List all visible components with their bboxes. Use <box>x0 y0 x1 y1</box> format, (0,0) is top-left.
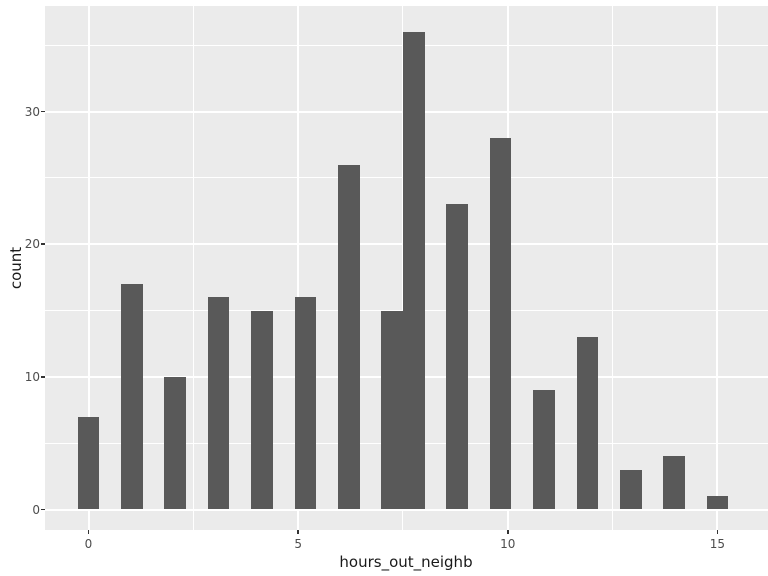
histogram-bar <box>294 297 317 510</box>
histogram-bar <box>489 138 512 510</box>
y-tick-label: 30 <box>24 104 40 119</box>
histogram-bar <box>207 297 230 510</box>
plot-panel <box>45 6 768 530</box>
y-axis-title: count <box>7 246 25 290</box>
histogram-bar <box>164 376 187 510</box>
histogram-bar <box>446 204 469 510</box>
x-tick-label: 0 <box>84 537 93 551</box>
histogram-bar <box>619 469 642 510</box>
histogram-bar <box>576 337 599 510</box>
histogram-bar <box>402 31 425 510</box>
histogram-bar <box>663 456 685 510</box>
histogram-bar <box>251 310 273 510</box>
x-minor-gridline <box>402 6 404 530</box>
x-tick-label: 15 <box>709 537 726 551</box>
histogram-bar <box>337 164 360 510</box>
x-minor-gridline <box>612 6 614 530</box>
x-tick-mark <box>297 530 299 534</box>
x-tick-label: 10 <box>500 537 516 551</box>
histogram-bar <box>533 390 555 510</box>
x-axis-title: hours_out_neighb <box>339 553 473 571</box>
histogram-bar <box>381 310 403 510</box>
x-minor-gridline <box>192 6 194 530</box>
histogram-bar <box>121 283 143 510</box>
x-tick-mark <box>507 530 509 534</box>
x-tick-mark <box>87 530 90 534</box>
x-tick-label: 5 <box>294 537 302 551</box>
x-major-gridline <box>297 6 300 530</box>
y-tick-mark <box>41 508 45 511</box>
y-tick-mark <box>41 110 45 113</box>
y-tick-label: 0 <box>32 502 40 517</box>
x-tick-mark <box>716 530 719 534</box>
y-tick-label: 20 <box>24 237 40 252</box>
x-major-gridline <box>716 6 719 530</box>
y-tick-mark <box>41 243 45 245</box>
histogram-bar <box>77 416 100 510</box>
histogram-bar <box>706 496 729 510</box>
y-tick-mark <box>41 376 45 378</box>
x-major-gridline <box>87 6 90 530</box>
y-tick-label: 10 <box>24 369 40 384</box>
